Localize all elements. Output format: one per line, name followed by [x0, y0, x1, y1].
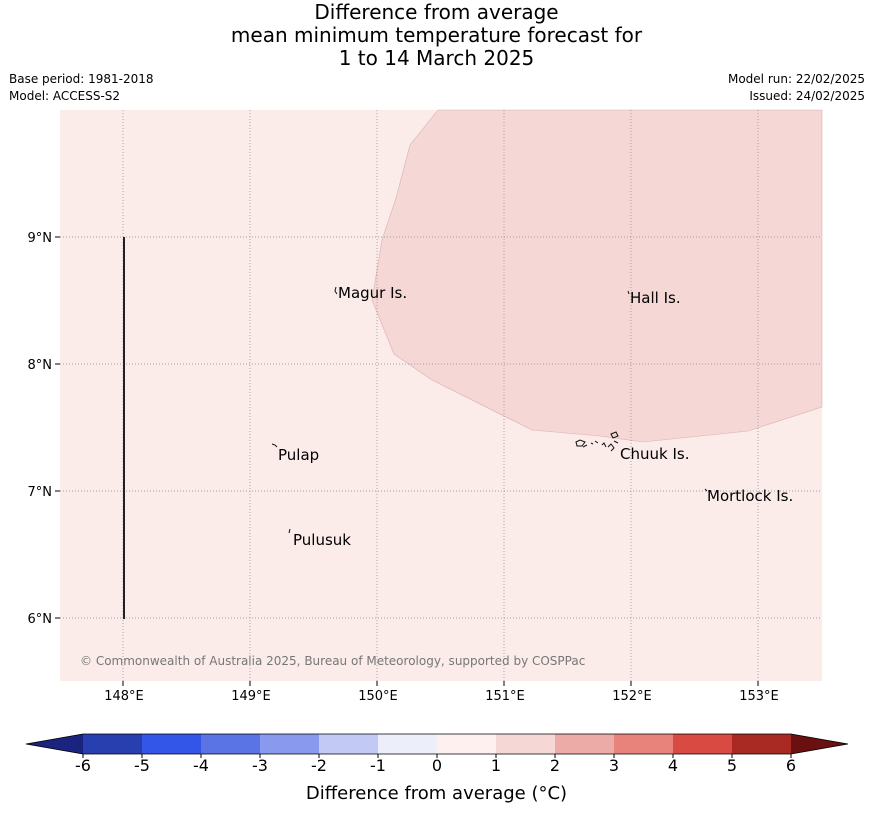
colorbar-extend-low — [26, 734, 83, 754]
lat-tick-label: 7°N — [28, 485, 53, 500]
colorbar-tick-label: -1 — [370, 756, 386, 775]
colorbar-tick-label: 5 — [726, 756, 738, 775]
colorbar-tick-label: 4 — [667, 756, 679, 775]
title-line-1: Difference from average — [314, 0, 559, 24]
colorbar-segment — [732, 734, 792, 754]
lon-tick-label: 148°E — [104, 689, 144, 704]
colorbar-segment — [673, 734, 733, 754]
place-label-pulap: Pulap — [278, 446, 319, 464]
lon-tick-label: 149°E — [231, 689, 271, 704]
lat-tick-label: 6°N — [28, 612, 53, 627]
colorbar-tick-label: -4 — [193, 756, 209, 775]
colorbar-title: Difference from average (°C) — [305, 783, 568, 804]
chart-title: Difference from average mean minimum tem… — [0, 0, 873, 70]
colorbar-segment — [83, 734, 143, 754]
lon-tick-label: 153°E — [739, 689, 779, 704]
title-line-3: 1 to 14 March 2025 — [338, 46, 535, 70]
place-label-mortlock: Mortlock Is. — [707, 487, 793, 505]
lat-tick-label: 8°N — [28, 358, 53, 373]
title-line-2: mean minimum temperature forecast for — [230, 23, 643, 47]
colorbar-tick-label: -6 — [75, 756, 91, 775]
model-text: Model: ACCESS-S2 — [9, 89, 121, 103]
colorbar-segment — [260, 734, 320, 754]
colorbar-tick-label: 6 — [785, 756, 797, 775]
issued-text: Issued: 24/02/2025 — [749, 89, 865, 103]
place-label-magur: Magur Is. — [338, 284, 407, 302]
lat-tick-label: 9°N — [28, 231, 53, 246]
colorbar-tick-label: 0 — [431, 756, 443, 775]
place-label-chuuk: Chuuk Is. — [620, 445, 689, 463]
colorbar-segment — [142, 734, 202, 754]
colorbar-segment — [437, 734, 497, 754]
colorbar-tick-label: 1 — [490, 756, 502, 775]
colorbar-tick-label: -3 — [252, 756, 268, 775]
info-left: Base period: 1981-2018 Model: ACCESS-S2 — [9, 71, 154, 105]
colorbar-tick-label: 3 — [608, 756, 620, 775]
place-label-pulusuk: Pulusuk — [293, 531, 351, 549]
colorbar-segment — [319, 734, 379, 754]
lon-tick-label: 152°E — [612, 689, 652, 704]
lon-tick-label: 151°E — [485, 689, 525, 704]
colorbar-extend-high — [791, 734, 848, 754]
island-shapes — [271, 286, 708, 534]
model-run-text: Model run: 22/02/2025 — [727, 72, 865, 86]
colorbar-segment — [555, 734, 615, 754]
info-right: Model run: 22/02/2025 Issued: 24/02/2025 — [728, 71, 865, 105]
colorbar-tick-label: -5 — [134, 756, 150, 775]
colorbar-segment — [496, 734, 556, 754]
colorbar-segment — [201, 734, 261, 754]
place-label-hall: Hall Is. — [630, 289, 681, 307]
colorbar-segment — [614, 734, 674, 754]
colorbar-segment — [378, 734, 438, 754]
lon-tick-label: 150°E — [358, 689, 398, 704]
copyright-text: © Commonwealth of Australia 2025, Bureau… — [80, 654, 585, 668]
base-period-text: Base period: 1981-2018 — [9, 72, 154, 86]
colorbar-tick-label: -2 — [311, 756, 327, 775]
colorbar — [25, 733, 849, 758]
anomaly-region — [371, 109, 823, 443]
colorbar-tick-label: 2 — [549, 756, 561, 775]
